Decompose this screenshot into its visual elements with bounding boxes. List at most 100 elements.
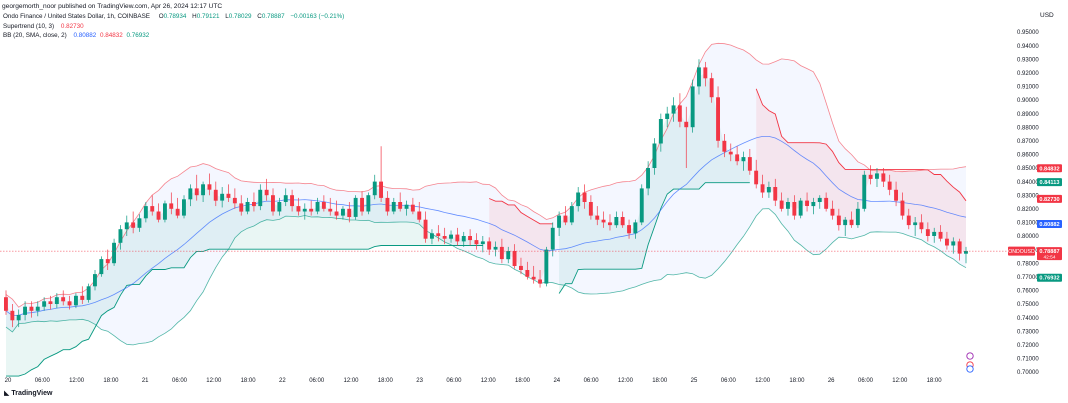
candle (881, 168, 886, 188)
candle (925, 222, 930, 242)
candle (4, 290, 8, 315)
candle (525, 261, 530, 280)
candle (290, 189, 294, 212)
candle (61, 290, 66, 306)
candle (150, 195, 155, 216)
candle (627, 219, 631, 239)
candle (836, 208, 841, 231)
x-tick-label: 06:00 (721, 378, 737, 384)
candle (582, 184, 587, 209)
y-tick-label: 0.76000 (1017, 289, 1039, 295)
candle (353, 195, 358, 220)
svg-text:42:54: 42:54 (1043, 255, 1055, 261)
candle (951, 237, 956, 254)
candle (652, 138, 657, 175)
y-tick-label: 0.84000 (1017, 180, 1039, 186)
event-icons[interactable] (966, 352, 974, 373)
x-tick-label: 23 (416, 378, 423, 384)
candle (48, 295, 53, 310)
candle (601, 211, 606, 228)
svg-text:0.84113: 0.84113 (1040, 180, 1060, 186)
candle (798, 197, 803, 219)
y-tick-label: 0.89000 (1017, 112, 1039, 118)
y-tick-label: 0.77000 (1017, 275, 1039, 281)
legend-bb[interactable]: BB (20, SMA, close, 2) 0.80882 0.84832 0… (3, 32, 150, 39)
candle (86, 283, 91, 303)
svg-text:0.80882: 0.80882 (1039, 222, 1059, 228)
candle (137, 214, 142, 232)
y-tick-label: 0.71000 (1017, 357, 1039, 363)
candle (671, 97, 676, 122)
candle (875, 168, 879, 188)
candle (360, 191, 364, 216)
candle (143, 202, 148, 223)
candle (410, 197, 415, 215)
candle (690, 79, 695, 133)
candle (258, 184, 263, 211)
svg-text:0.82730: 0.82730 (1039, 197, 1059, 203)
x-tick-label: 18:00 (378, 378, 394, 384)
price-label-bb-lower: 0.76932 (1037, 273, 1062, 282)
x-tick-label: 18:00 (515, 378, 531, 384)
y-tick-label: 0.91000 (1017, 85, 1039, 91)
candle (900, 192, 905, 220)
candle (188, 184, 193, 207)
candle (754, 159, 759, 189)
candle (716, 86, 720, 148)
supertrend-line (755, 88, 967, 202)
y-tick-label: 0.85000 (1017, 166, 1039, 172)
y-tick-label: 0.70000 (1017, 370, 1039, 376)
price-label-bb-upper-2: 0.84113 (1037, 178, 1062, 187)
legend-supertrend[interactable]: Supertrend (10, 3) 0.82730 (3, 22, 84, 30)
candle (182, 195, 186, 219)
x-tick-label: 12:00 (69, 378, 85, 384)
candle (703, 61, 708, 87)
svg-text:ONDOUSD: ONDOUSD (1008, 249, 1035, 255)
candle (811, 197, 816, 215)
svg-text:0.76932: 0.76932 (1039, 276, 1059, 282)
candle (328, 197, 333, 216)
candle (493, 241, 498, 257)
candle (112, 238, 116, 266)
candle (283, 188, 288, 207)
candle (29, 301, 34, 318)
candle (849, 211, 854, 228)
x-tick-label: 12:00 (755, 378, 771, 384)
candle (684, 106, 689, 168)
candle (245, 197, 250, 215)
bb-band-fill (6, 43, 966, 345)
candle (773, 178, 778, 207)
candle (563, 206, 568, 226)
candle (423, 211, 428, 243)
x-tick-label: 21 (142, 378, 149, 384)
ohlc-close: C0.78887 (257, 13, 285, 20)
candle (449, 230, 453, 243)
candle (894, 181, 898, 207)
candle (677, 93, 682, 128)
candle (633, 219, 638, 239)
candle (42, 297, 47, 311)
candle (519, 257, 523, 275)
tradingview-logo-icon: ◣ (4, 390, 12, 397)
candle (309, 200, 314, 216)
candle (862, 170, 867, 212)
x-tick-label: 12:00 (206, 378, 222, 384)
supertrend-line (489, 198, 553, 225)
candle (919, 214, 924, 234)
candle (455, 227, 460, 246)
legend: Ondo Finance / United States Dollar, 1h,… (3, 12, 344, 41)
y-tick-label: 0.86000 (1017, 153, 1039, 159)
candle (201, 181, 205, 202)
bb-basis-line (5, 136, 967, 317)
candle (156, 203, 161, 223)
candle (569, 202, 574, 226)
x-tick-label: 20 (5, 378, 12, 384)
candle (232, 188, 237, 209)
candle (906, 208, 911, 230)
event-icon (966, 365, 974, 373)
candle (379, 146, 383, 202)
candle (576, 187, 581, 212)
x-tick-label: 06:00 (584, 378, 600, 384)
candle (23, 301, 27, 321)
